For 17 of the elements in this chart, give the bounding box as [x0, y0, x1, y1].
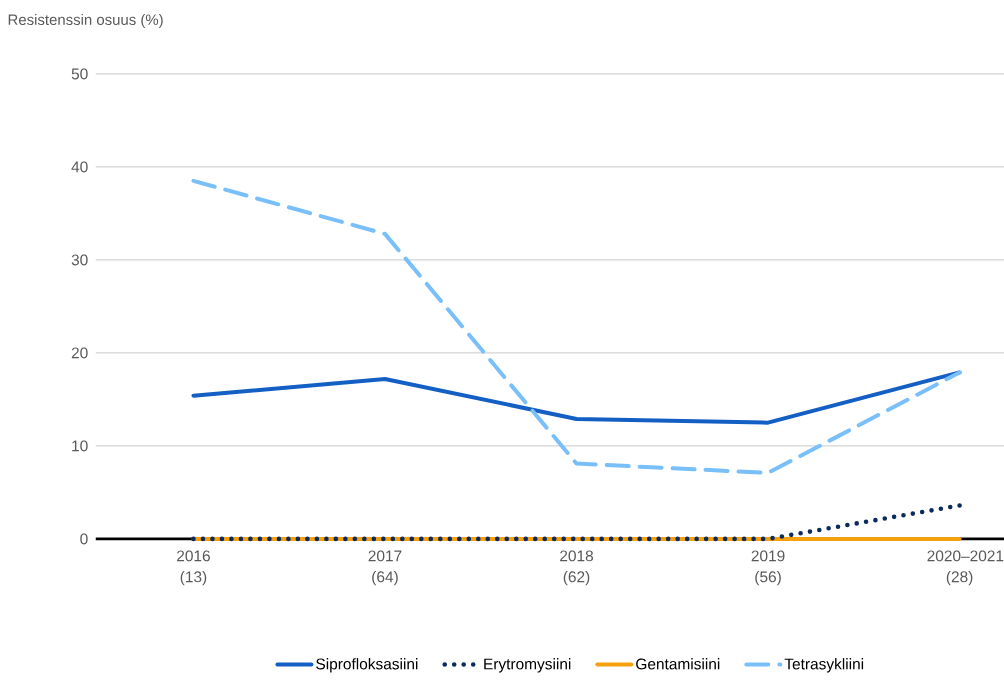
y-tick-label: 30	[71, 254, 88, 266]
legend-label: Siprofloksasiini	[316, 658, 418, 673]
x-tick-label: 2016 (13)	[177, 550, 210, 586]
x-tick-label: 2017 (64)	[368, 550, 402, 586]
y-tick-label: 20	[71, 347, 88, 359]
y-tick-label: 40	[71, 161, 88, 173]
legend-label: Tetrasykliini	[784, 658, 864, 673]
y-tick-label: 0	[80, 533, 88, 545]
y-tick-label: 50	[71, 68, 88, 80]
y-axis-title: Resistenssin osuus (%)	[8, 14, 163, 28]
line-series	[191, 178, 962, 475]
y-tick-label: 10	[72, 440, 88, 452]
legend-label: Erytromysiini	[484, 658, 571, 673]
x-tick-label: 2019 (56)	[751, 550, 785, 586]
x-tick-label: 2020–2021 (28)	[927, 550, 1004, 586]
x-tick-label: 2018 (62)	[560, 550, 594, 586]
legend-label: Gentamisiini	[636, 658, 720, 670]
